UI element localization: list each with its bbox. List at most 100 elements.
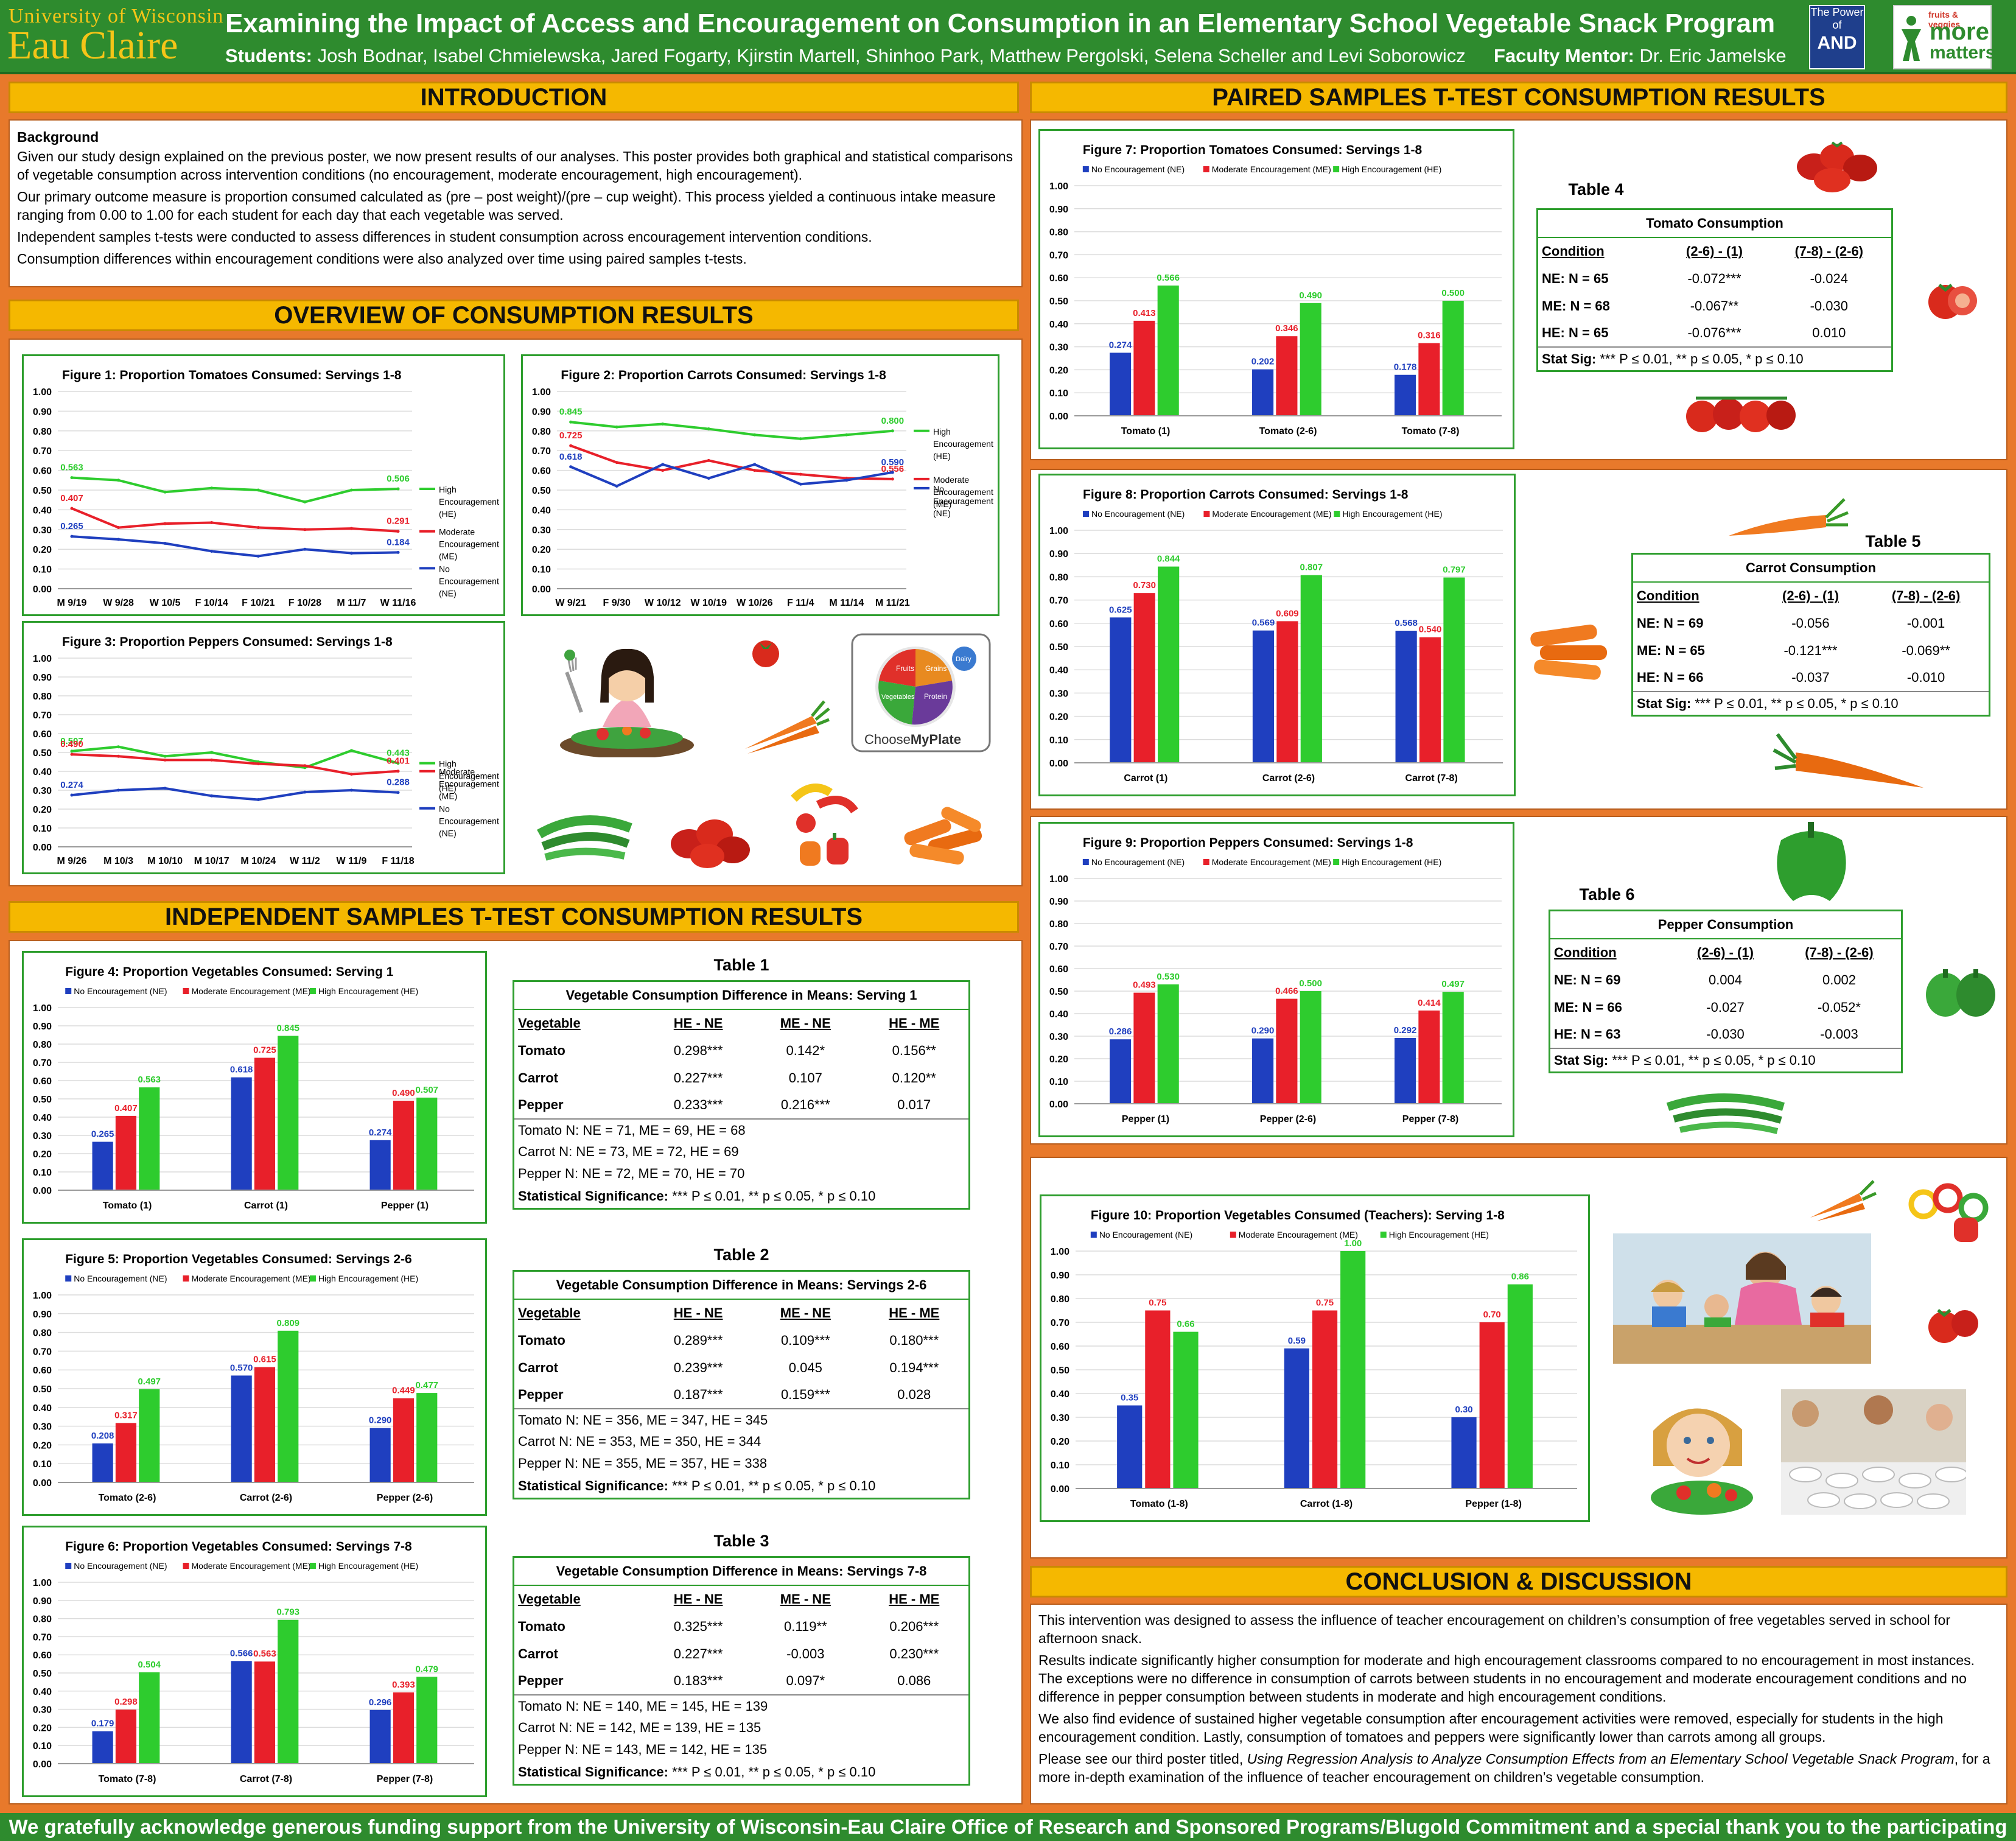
x-tick-label: W 11/16 [380, 598, 416, 608]
y-tick-label: 1.00 [33, 654, 52, 664]
data-point [661, 463, 665, 466]
legend-swatch [1333, 166, 1340, 172]
bar-value-label: 0.208 [91, 1431, 114, 1441]
chart-svg: Figure 9: Proportion Peppers Consumed: S… [1049, 836, 1502, 1124]
table-significance-row: Stat Sig: *** P ≤ 0.01, ** p ≤ 0.05, * p… [1538, 346, 1891, 370]
bar-value-label: 0.504 [138, 1660, 161, 1670]
y-tick-label: 0.30 [532, 525, 551, 536]
data-point [163, 541, 167, 545]
bar-value-label: 0.296 [369, 1697, 392, 1708]
y-tick-label: 0.50 [33, 1095, 52, 1105]
legend-label: (ME) [439, 552, 457, 561]
bar-value-label: 0.202 [1251, 357, 1275, 367]
legend-label: No Encouragement (NE) [1099, 1230, 1192, 1240]
y-tick-label: 0.90 [33, 1596, 52, 1607]
table-cell: -0.121*** [1783, 642, 1838, 658]
x-tick-label: F 11/18 [382, 856, 414, 866]
y-tick-label: 0.30 [1049, 1032, 1068, 1042]
green-peppers-image [1926, 969, 1995, 1017]
table-note: Pepper N: NE = 355, ME = 357, HE = 338 [518, 1456, 768, 1471]
tomato-bunch-image [1686, 396, 1796, 432]
data-point [349, 773, 353, 776]
data-label: 0.288 [387, 777, 410, 788]
table-significance: Statistical Significance: *** P ≤ 0.01, … [514, 1475, 968, 1498]
x-tick-label: F 9/30 [603, 598, 631, 608]
bar [393, 1101, 415, 1190]
data-point [396, 770, 400, 773]
table-significance: Statistical Significance: *** P ≤ 0.01, … [514, 1761, 968, 1784]
bar [1276, 336, 1298, 416]
chart-title: Figure 7: Proportion Tomatoes Consumed: … [1083, 143, 1423, 157]
y-tick-label: 0.20 [1049, 712, 1068, 723]
legend-swatch [1230, 1232, 1236, 1238]
data-point [163, 522, 167, 525]
data-label: 0.490 [60, 739, 83, 749]
y-tick-label: 0.90 [33, 673, 52, 683]
data-point [210, 758, 214, 762]
y-tick-label: 1.00 [33, 1003, 52, 1014]
bar [1276, 621, 1298, 763]
y-tick-label: 0.70 [33, 1347, 52, 1357]
legend-label: (NE) [933, 508, 951, 518]
x-tick-label: W 9/21 [555, 598, 586, 608]
bar [139, 1672, 160, 1764]
bar-value-label: 1.00 [1344, 1238, 1362, 1249]
y-tick-label: 0.90 [1049, 897, 1068, 907]
legend-swatch [65, 1563, 72, 1569]
intro-paragraph-1: Given our study design explained on the … [17, 149, 1013, 183]
data-label: 0.556 [881, 464, 905, 474]
section-title-paired: PAIRED SAMPLES T-TEST CONSUMPTION RESULT… [1030, 82, 2007, 113]
y-tick-label: 0.40 [1049, 320, 1068, 330]
figure-8-chart: Figure 8: Proportion Carrots Consumed: S… [1038, 474, 1516, 796]
bar [1312, 1310, 1338, 1489]
bar [139, 1389, 160, 1482]
y-tick-label: 0.90 [1049, 205, 1068, 215]
table-significance: Statistical Significance: *** P ≤ 0.01, … [514, 1185, 968, 1208]
y-tick-label: 0.50 [1049, 987, 1068, 997]
bar-value-label: 0.609 [1276, 608, 1299, 619]
myplate-grains-label: Grains [925, 664, 947, 673]
data-point [256, 762, 260, 766]
figure-3-chart: Figure 3: Proportion Peppers Consumed: S… [22, 621, 505, 874]
table-cell: 0.298*** [673, 1042, 723, 1058]
table-note-row: Carrot N: NE = 353, ME = 350, HE = 344 [514, 1431, 968, 1453]
chart-title: Figure 6: Proportion Vegetables Consumed… [65, 1540, 412, 1554]
table-cell: -0.010 [1906, 670, 1945, 685]
data-point [707, 477, 710, 480]
legend-swatch [65, 1275, 72, 1282]
table-title-row: Carrot Consumption [1633, 555, 1989, 583]
table-cell: 0.119** [784, 1618, 827, 1634]
y-tick-label: 0.70 [1049, 942, 1068, 952]
section-title-overview: OVERVIEW OF CONSUMPTION RESULTS [9, 300, 1019, 331]
legend-label: No [933, 484, 944, 494]
legend-label: (ME) [439, 791, 457, 801]
table-note-row: Tomato N: NE = 71, ME = 69, HE = 68 [514, 1118, 968, 1141]
y-tick-label: 0.30 [1049, 343, 1068, 353]
table-row: Pepper 0.183*** 0.097* 0.086 [514, 1667, 968, 1695]
table-cell: Tomato [518, 1332, 565, 1348]
table-cell: 0.086 [897, 1673, 931, 1688]
table-significance-row: Statistical Significance: *** P ≤ 0.01, … [514, 1185, 968, 1208]
table-cell: 0.109*** [780, 1332, 830, 1348]
table-cell: 0.233*** [673, 1097, 723, 1112]
data-point [349, 749, 353, 752]
data-point [615, 485, 618, 488]
y-tick-label: 0.10 [33, 565, 52, 575]
x-category-label: Pepper (2-6) [1260, 1114, 1316, 1124]
table-significance: Stat Sig: *** P ≤ 0.01, ** p ≤ 0.05, * p… [1550, 1048, 1901, 1071]
y-tick-label: 0.80 [33, 427, 52, 437]
y-tick-label: 0.40 [1049, 665, 1068, 676]
bar [416, 1097, 438, 1190]
bar [1145, 1310, 1171, 1489]
table-6: Pepper Consumption Condition (2-6) - (1) (7… [1549, 910, 1903, 1073]
grape-tomatoes-image [1797, 141, 1877, 192]
data-point [891, 477, 894, 481]
bar-value-label: 0.59 [1288, 1336, 1306, 1346]
table-note-row: Tomato N: NE = 140, ME = 145, HE = 139 [514, 1694, 968, 1717]
introduction-panel: Background Given our study design explai… [9, 119, 1023, 287]
data-point [256, 798, 260, 801]
table-header-cell: HE - ME [889, 1305, 940, 1320]
y-tick-label: 0.00 [1049, 759, 1068, 769]
x-tick-label: F 10/14 [195, 598, 228, 608]
bar-value-label: 0.730 [1133, 580, 1156, 591]
